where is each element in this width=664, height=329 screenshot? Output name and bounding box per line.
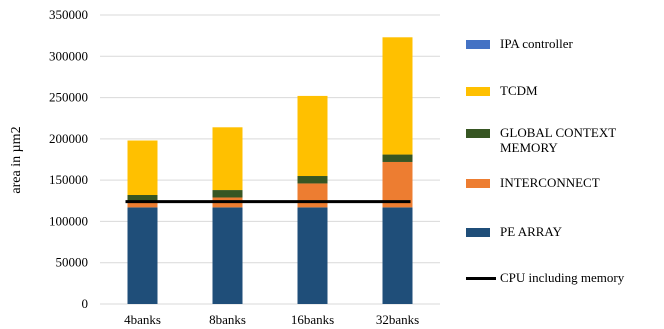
y-tick-label: 150000 bbox=[49, 172, 88, 187]
y-tick-label: 50000 bbox=[56, 255, 89, 270]
y-axis-ticks: 0 50000 100000 150000 200000 250000 300000 3500… bbox=[49, 7, 88, 311]
bar-segment bbox=[127, 140, 158, 196]
y-tick-label: 0 bbox=[82, 296, 89, 311]
bar-segment bbox=[212, 190, 243, 198]
y-tick-label: 350000 bbox=[49, 7, 88, 22]
bar-segment bbox=[297, 207, 328, 304]
bar-segment bbox=[127, 207, 158, 304]
x-tick-label: 8banks bbox=[209, 312, 246, 327]
bar-segment bbox=[297, 95, 328, 177]
y-tick-label: 100000 bbox=[49, 213, 88, 228]
bar-segment bbox=[382, 207, 413, 304]
x-axis-ticks: 4banks 8banks 16banks 32banks bbox=[124, 312, 419, 327]
bar-segment bbox=[382, 161, 413, 208]
x-tick-label: 32banks bbox=[376, 312, 419, 327]
legend-item: CPU including memory bbox=[466, 270, 624, 285]
bar-segment bbox=[212, 207, 243, 304]
legend-item: IPA controller bbox=[466, 36, 573, 51]
legend-item: GLOBAL CONTEXT MEMORY bbox=[466, 125, 620, 155]
y-tick-label: 250000 bbox=[49, 90, 88, 105]
y-axis-label: area in µm2 bbox=[9, 126, 24, 193]
legend-swatch bbox=[466, 129, 490, 138]
bar-segment bbox=[297, 176, 328, 184]
bar-segment bbox=[127, 202, 158, 208]
bar-segment bbox=[212, 127, 243, 191]
legend-label: PE ARRAY bbox=[500, 224, 563, 239]
legend-swatch bbox=[466, 87, 490, 96]
x-tick-label: 4banks bbox=[124, 312, 161, 327]
legend-swatch bbox=[466, 228, 490, 237]
legend-swatch bbox=[466, 277, 496, 280]
legend-label: CPU including memory bbox=[500, 270, 625, 285]
legend-item: PE ARRAY bbox=[466, 224, 562, 239]
legend-label: TCDM bbox=[500, 83, 538, 98]
legend-item: TCDM bbox=[466, 83, 538, 98]
bar-segment bbox=[382, 37, 413, 155]
legend-label: INTERCONNECT bbox=[500, 175, 600, 190]
y-tick-label: 200000 bbox=[49, 131, 88, 146]
bar-stacks bbox=[127, 37, 413, 304]
legend-swatch bbox=[466, 179, 490, 188]
legend-swatch bbox=[466, 40, 490, 49]
legend: IPA controller TCDM GLOBAL CONTEXT MEMORY I… bbox=[466, 0, 664, 329]
legend-item: INTERCONNECT bbox=[466, 175, 600, 190]
bar-segment bbox=[127, 195, 158, 203]
legend-label: IPA controller bbox=[500, 36, 573, 51]
bar-segment bbox=[297, 183, 328, 208]
legend-label: GLOBAL CONTEXT MEMORY bbox=[500, 125, 616, 155]
x-tick-label: 16banks bbox=[291, 312, 334, 327]
bar-segment bbox=[382, 154, 413, 162]
y-tick-label: 300000 bbox=[49, 48, 88, 63]
